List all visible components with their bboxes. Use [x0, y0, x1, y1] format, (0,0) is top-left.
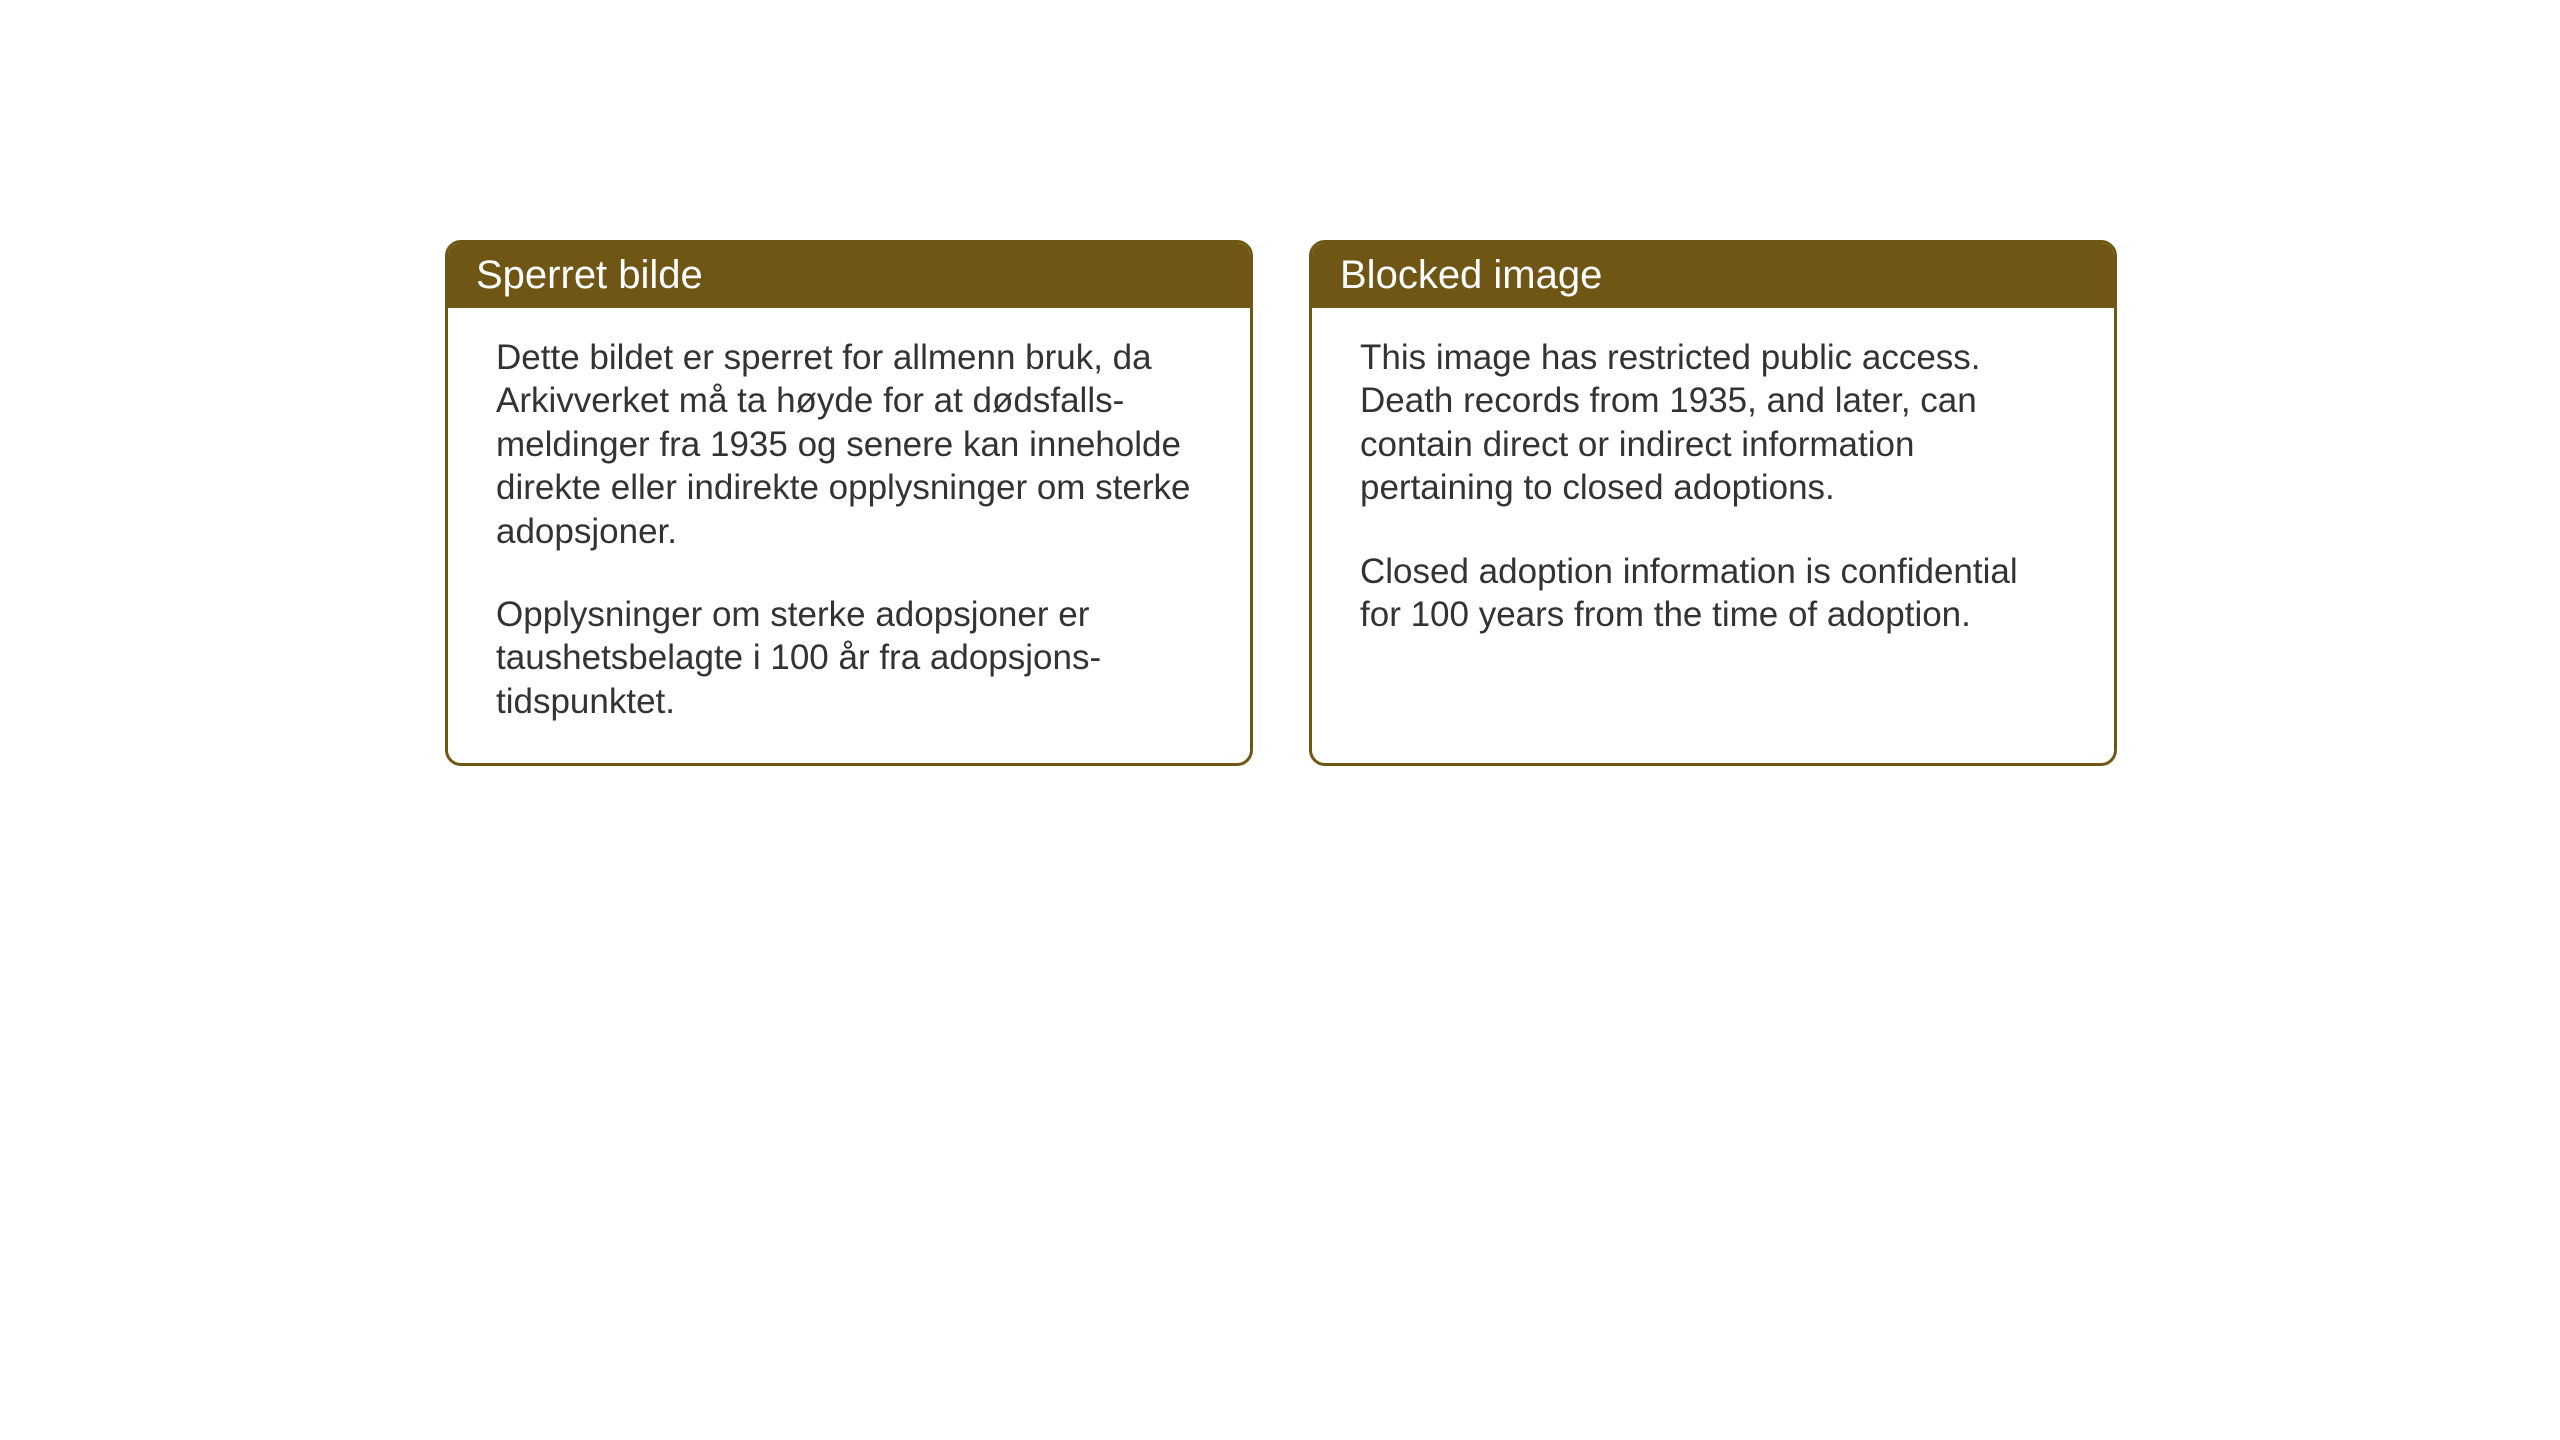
notice-body-english: This image has restricted public access.… [1312, 308, 2114, 676]
notice-paragraph-1-english: This image has restricted public access.… [1360, 336, 2066, 510]
notice-title-norwegian: Sperret bilde [476, 253, 703, 297]
notice-body-norwegian: Dette bildet er sperret for allmenn bruk… [448, 308, 1250, 763]
notice-card-norwegian: Sperret bilde Dette bildet er sperret fo… [445, 240, 1253, 766]
notice-header-norwegian: Sperret bilde [448, 243, 1250, 308]
notice-container: Sperret bilde Dette bildet er sperret fo… [445, 240, 2117, 766]
notice-card-english: Blocked image This image has restricted … [1309, 240, 2117, 766]
notice-title-english: Blocked image [1340, 253, 1602, 297]
notice-paragraph-1-norwegian: Dette bildet er sperret for allmenn bruk… [496, 336, 1202, 553]
notice-paragraph-2-norwegian: Opplysninger om sterke adopsjoner er tau… [496, 593, 1202, 723]
notice-header-english: Blocked image [1312, 243, 2114, 308]
notice-paragraph-2-english: Closed adoption information is confident… [1360, 550, 2066, 637]
